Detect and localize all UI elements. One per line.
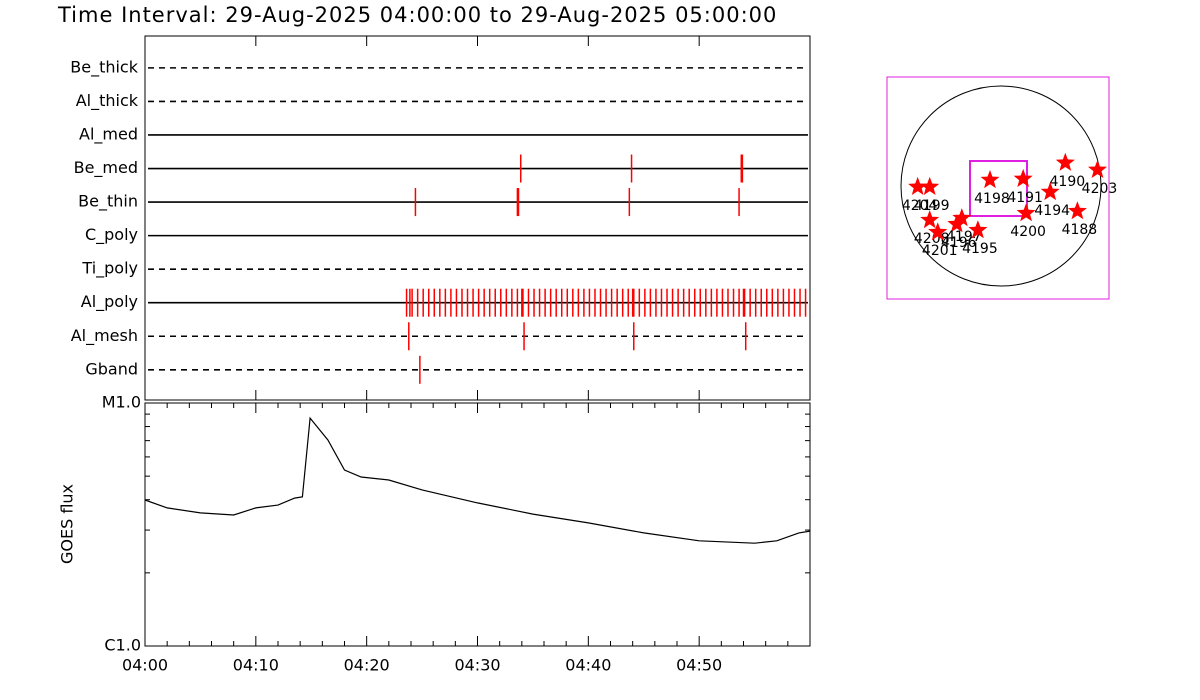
x-tick-label: 04:40 — [565, 656, 611, 675]
region-label: 4200 — [1010, 224, 1046, 240]
region-star — [968, 220, 988, 239]
region-label: 4198 — [974, 191, 1010, 207]
row-label: Al_mesh — [71, 326, 138, 346]
x-tick-label: 04:20 — [344, 656, 390, 675]
x-tick-label: 04:50 — [676, 656, 722, 675]
y-axis-label: GOES flux — [58, 484, 77, 564]
region-star — [1013, 168, 1033, 187]
row-label: Gband — [85, 359, 138, 378]
region-label: 4188 — [1062, 222, 1098, 238]
timeline-frame — [144, 35, 811, 401]
solar-disk — [900, 85, 1102, 287]
region-star — [1016, 203, 1036, 222]
region-label: 4191 — [1007, 190, 1043, 206]
region-star — [908, 176, 928, 195]
region-label: 4201 — [922, 243, 958, 259]
goes-curve — [144, 416, 811, 544]
region-star — [952, 208, 972, 227]
region-star — [947, 214, 967, 233]
region-label: 4197 — [946, 229, 982, 245]
row-label: Ti_poly — [81, 259, 138, 279]
region-star — [1067, 201, 1087, 220]
region-label: 4203 — [1082, 181, 1118, 197]
region-star — [928, 222, 948, 241]
region-label: 4196 — [941, 235, 977, 251]
chart-title: Time Interval: 29-Aug-2025 04:00:00 to 2… — [57, 3, 777, 27]
goes-frame — [144, 402, 811, 647]
x-tick-label: 04:00 — [122, 656, 168, 675]
region-label: 4204 — [902, 198, 938, 214]
region-label: 4194 — [1034, 203, 1070, 219]
x-tick-label: 04:10 — [233, 656, 279, 675]
row-label: C_poly — [85, 225, 138, 245]
row-label: Be_thin — [78, 192, 138, 212]
row-label: Be_med — [74, 158, 138, 178]
region-star — [920, 210, 940, 229]
region-star — [1040, 182, 1060, 201]
map-frame — [886, 76, 1110, 300]
region-label: 4195 — [962, 241, 998, 257]
row-label: Be_thick — [70, 57, 138, 77]
region-star — [1088, 159, 1107, 178]
region-star — [1055, 152, 1075, 171]
fov-box — [969, 160, 1028, 217]
y-tick-label: M1.0 — [102, 393, 141, 412]
x-tick-label: 04:30 — [454, 656, 500, 675]
region-label: 4199 — [914, 198, 950, 214]
region-star — [920, 176, 940, 195]
row-label: Al_poly — [81, 292, 138, 312]
region-label: 4190 — [1050, 174, 1086, 190]
y-tick-label: C1.0 — [104, 636, 141, 655]
region-star — [980, 170, 1000, 189]
row-label: Al_thick — [76, 91, 139, 111]
row-label: Al_med — [79, 124, 138, 144]
